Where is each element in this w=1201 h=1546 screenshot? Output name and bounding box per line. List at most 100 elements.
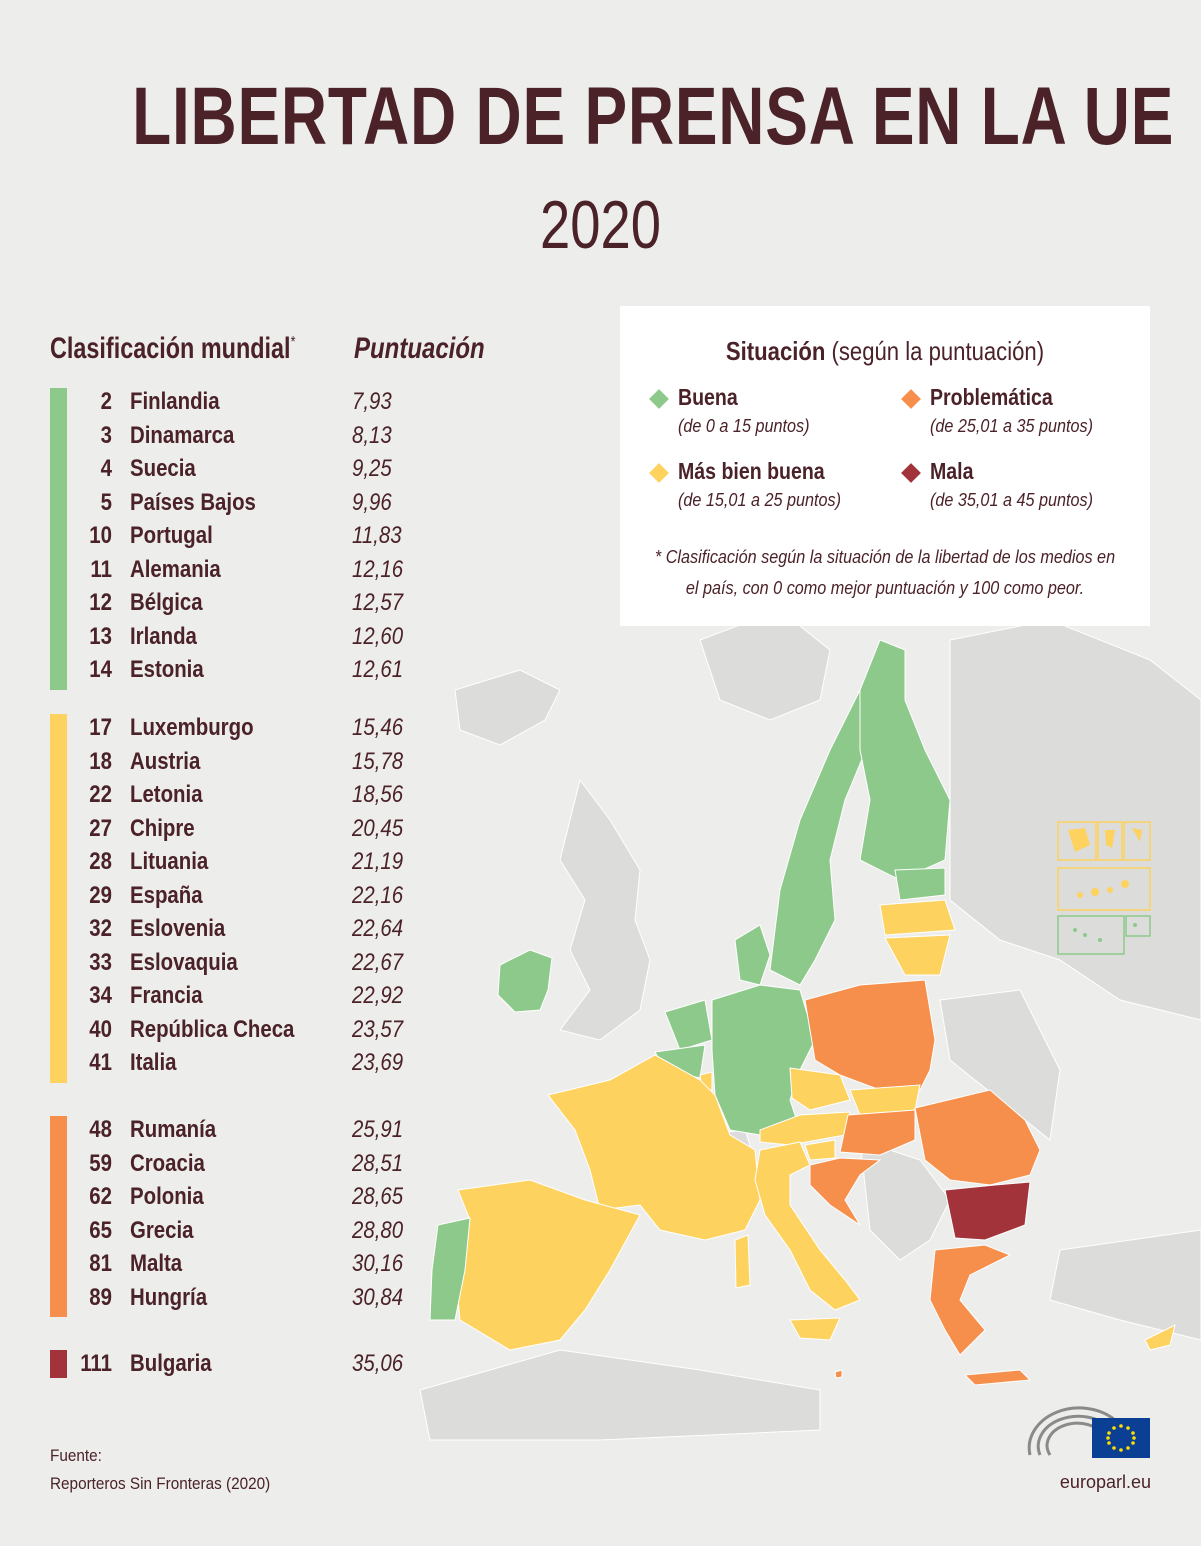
row-rank: 48 xyxy=(89,1116,112,1143)
row-score: 28,51 xyxy=(352,1149,404,1177)
row-score: 12,57 xyxy=(352,589,404,616)
status-bar-fairly-good xyxy=(50,714,67,1083)
row-score: 28,65 xyxy=(352,1183,404,1210)
row-score: 12,60 xyxy=(352,622,404,650)
row-country: Países Bajos xyxy=(130,488,256,516)
row-score: 20,45 xyxy=(352,814,404,842)
ranking-row: 5 Países Bajos 9,96 xyxy=(0,489,430,521)
map-estonia xyxy=(894,867,946,901)
row-rank: 13 xyxy=(89,622,112,650)
row-rank: 11 xyxy=(90,555,112,583)
row-country: República Checa xyxy=(130,1015,295,1043)
ranking-row: 17 Luxemburgo 15,46 xyxy=(0,714,430,746)
map-latvia xyxy=(879,899,956,936)
ranking-row: 12 Bélgica 12,57 xyxy=(0,589,430,621)
row-rank: 33 xyxy=(89,948,112,976)
row-country: Malta xyxy=(130,1250,183,1277)
ranking-row: 81 Malta 30,16 xyxy=(0,1250,430,1282)
site-url[interactable]: europarl.eu xyxy=(1059,1472,1151,1492)
row-score: 12,61 xyxy=(352,656,404,683)
row-country: Luxemburgo xyxy=(130,714,254,741)
outermost-regions-insets xyxy=(1057,821,1151,911)
row-country: Italia xyxy=(130,1049,177,1076)
ranking-row: 3 Dinamarca 8,13 xyxy=(0,422,430,454)
row-rank: 81 xyxy=(89,1250,112,1277)
row-country: Croacia xyxy=(130,1149,205,1177)
ranking-row: 27 Chipre 20,45 xyxy=(0,815,430,847)
row-rank: 10 xyxy=(89,522,112,549)
row-country: Rumanía xyxy=(130,1116,217,1143)
row-score: 18,56 xyxy=(352,781,404,808)
ranking-row: 29 España 22,16 xyxy=(0,882,430,914)
map-slovenia xyxy=(804,1139,836,1161)
row-rank: 27 xyxy=(89,814,112,842)
row-country: Hungría xyxy=(130,1283,208,1311)
row-rank: 28 xyxy=(89,848,112,875)
map-germany xyxy=(711,984,816,1136)
row-country: Grecia xyxy=(130,1216,194,1244)
page-year: 2020 xyxy=(539,187,662,263)
row-score: 22,67 xyxy=(352,948,404,976)
row-score: 23,57 xyxy=(352,1015,404,1043)
row-rank: 3 xyxy=(100,421,112,449)
ranking-row: 18 Austria 15,78 xyxy=(0,748,430,780)
ranking-row: 111 Bulgaria 35,06 xyxy=(0,1350,430,1382)
row-country: Bélgica xyxy=(130,589,203,616)
map-netherlands xyxy=(664,999,713,1051)
row-rank: 59 xyxy=(89,1149,112,1177)
map-czechia xyxy=(789,1067,851,1111)
map-croatia xyxy=(809,1157,882,1226)
row-score: 23,69 xyxy=(352,1049,404,1076)
eu-flag-icon xyxy=(1092,1418,1150,1458)
map-cyprus xyxy=(1144,1324,1176,1351)
row-score: 25,91 xyxy=(352,1116,404,1143)
row-rank: 29 xyxy=(89,881,112,909)
ranking-row: 34 Francia 22,92 xyxy=(0,982,430,1014)
ranking-row: 65 Grecia 28,80 xyxy=(0,1217,430,1249)
row-rank: 5 xyxy=(100,488,112,516)
row-rank: 12 xyxy=(89,589,112,616)
map-poland xyxy=(804,979,936,1091)
row-rank: 32 xyxy=(89,915,112,942)
row-score: 35,06 xyxy=(352,1350,404,1377)
map-denmark xyxy=(734,924,771,986)
row-country: Dinamarca xyxy=(130,421,235,449)
non-eu-land xyxy=(419,609,1201,1441)
row-country: Bulgaria xyxy=(130,1350,212,1377)
row-rank: 40 xyxy=(89,1015,112,1043)
map-sardinia xyxy=(734,1234,751,1289)
row-country: Estonia xyxy=(130,656,204,683)
ranking-row: 89 Hungría 30,84 xyxy=(0,1284,430,1316)
row-score: 28,80 xyxy=(352,1216,404,1244)
map-malta xyxy=(834,1369,843,1379)
row-rank: 17 xyxy=(89,714,112,741)
row-score: 12,16 xyxy=(352,555,404,583)
map-italy xyxy=(754,1141,861,1311)
red-diamond-icon xyxy=(901,463,921,483)
ranking-row: 33 Eslovaquia 22,67 xyxy=(0,949,430,981)
status-legend: Situación (según la puntuación) Buena (d… xyxy=(620,306,1150,626)
score-column-header: Puntuación xyxy=(354,332,485,365)
rank-column-header: Clasificación mundial* xyxy=(50,332,296,365)
map-bulgaria xyxy=(944,1181,1031,1241)
row-score: 11,83 xyxy=(352,522,402,549)
source-label: Fuente: xyxy=(50,1446,102,1465)
map-lithuania xyxy=(884,934,951,976)
row-score: 22,16 xyxy=(352,881,404,909)
map-finland xyxy=(859,639,951,881)
row-rank: 18 xyxy=(89,747,112,775)
row-rank: 22 xyxy=(89,781,112,808)
map-crete xyxy=(963,1369,1032,1386)
row-rank: 111 xyxy=(80,1350,112,1377)
map-portugal xyxy=(429,1217,471,1321)
row-country: Letonia xyxy=(130,781,203,808)
ranking-row: 13 Irlanda 12,60 xyxy=(0,623,430,655)
map-sicily xyxy=(789,1317,841,1341)
ranking-row: 2 Finlandia 7,93 xyxy=(0,388,430,420)
yellow-diamond-icon xyxy=(649,463,669,483)
page-title: LIBERTAD DE PRENSA EN LA UE xyxy=(132,71,1175,162)
ranking-row: 10 Portugal 11,83 xyxy=(0,522,430,554)
legend-title: Situación (según la puntuación) xyxy=(725,336,1045,366)
ranking-row: 22 Letonia 18,56 xyxy=(0,781,430,813)
